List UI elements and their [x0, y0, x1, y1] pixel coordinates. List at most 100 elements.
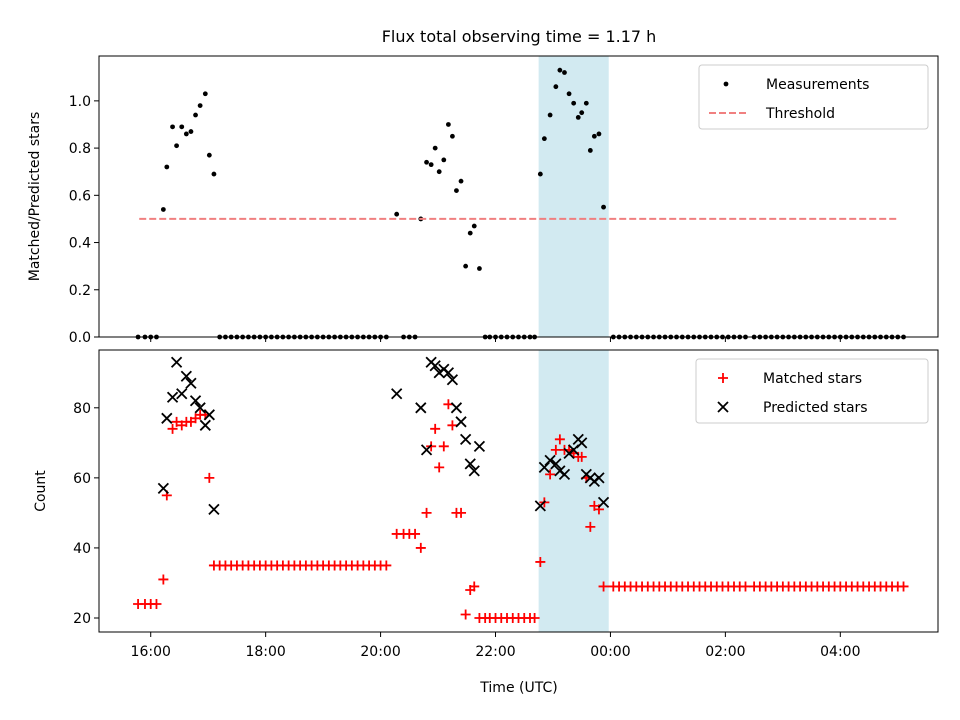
y-tick-label: 80	[73, 401, 91, 417]
measurement-point	[562, 70, 567, 75]
predicted-point	[455, 416, 467, 428]
predicted-point	[199, 419, 211, 431]
observing-window-band	[538, 56, 609, 337]
x-tick-label: 02:00	[705, 644, 745, 660]
matched-point	[585, 521, 596, 532]
measurement-point	[541, 136, 547, 142]
x-tick-label: 16:00	[131, 644, 171, 660]
matched-point	[167, 423, 178, 434]
legend: Measurements Threshold	[698, 64, 929, 130]
predicted-point	[450, 402, 463, 414]
matched-point	[535, 556, 546, 567]
measurement-point	[601, 204, 606, 210]
x-axis-label: Time (UTC)	[479, 680, 557, 696]
matched-point	[438, 441, 449, 452]
measurement-point	[183, 131, 189, 137]
predicted-point	[468, 465, 480, 477]
predicted-point	[550, 458, 562, 470]
predicted-point	[473, 440, 486, 452]
measurement-point	[553, 84, 559, 90]
matched-point	[158, 574, 169, 585]
measurement-point	[463, 263, 469, 269]
predicted-point	[189, 395, 202, 407]
measurement-point	[477, 266, 482, 271]
measurement-point	[537, 171, 543, 177]
predicted-point	[597, 496, 610, 509]
measurement-point	[394, 211, 400, 217]
legend-box	[695, 358, 929, 424]
matched-point	[410, 528, 421, 539]
measurement-point	[591, 133, 597, 139]
measurement-point	[428, 162, 434, 168]
y-tick-label: 60	[73, 471, 91, 487]
predicted-point	[544, 454, 556, 466]
x-tick-label: 20:00	[360, 644, 400, 660]
measurement-point	[587, 148, 593, 153]
legend-label: Threshold	[765, 106, 835, 122]
predicted-point	[391, 388, 403, 400]
measurement-point	[424, 159, 429, 165]
measurement-point	[454, 188, 459, 193]
observing-window-band	[538, 350, 609, 632]
predicted-point	[420, 444, 433, 456]
y-tick-label: 0.2	[69, 283, 91, 299]
matched-point	[554, 434, 565, 445]
matched-point	[545, 469, 556, 480]
series-predicted-stars	[157, 356, 610, 516]
predicted-point	[429, 360, 441, 372]
predicted-point	[161, 412, 173, 424]
measurement-point	[445, 122, 451, 127]
series-matched-stars	[133, 399, 909, 623]
predicted-point	[208, 503, 220, 516]
matched-point	[598, 581, 609, 592]
matched-point	[898, 581, 909, 592]
measurement-point	[188, 129, 194, 134]
plot-frame	[98, 349, 939, 633]
measurement-point	[450, 133, 455, 139]
measurement-point	[170, 124, 175, 130]
predicted-point	[166, 391, 179, 403]
measurement-point	[179, 124, 185, 130]
y-tick-label: 20	[73, 611, 91, 627]
x-tick-label: 04:00	[820, 644, 860, 660]
legend-box	[698, 64, 929, 130]
predicted-point	[576, 437, 588, 449]
measurement-point	[202, 91, 208, 97]
predicted-point	[180, 370, 192, 382]
measurement-point	[436, 169, 442, 175]
y-tick-label: 0.4	[69, 236, 91, 252]
measurement-point	[547, 112, 553, 118]
x-tick-label: 22:00	[475, 644, 515, 660]
y-axis-label: Matched/Predicted stars	[27, 112, 43, 282]
measurement-point	[160, 207, 166, 212]
measurement-point	[575, 114, 581, 120]
matched-point	[576, 451, 587, 462]
measurement-point	[579, 110, 585, 116]
predicted-point	[558, 468, 571, 480]
y-tick-label: 40	[73, 541, 91, 557]
y-tick-label: 0.8	[69, 141, 91, 157]
legend-marker	[717, 401, 729, 413]
matched-point	[460, 609, 471, 620]
predicted-point	[176, 388, 188, 400]
predicted-point	[446, 374, 459, 386]
predicted-point	[459, 433, 472, 445]
measurement-point	[566, 91, 572, 97]
legend: Matched stars Predicted stars	[695, 358, 929, 424]
legend-marker	[723, 81, 729, 87]
x-tick-label: 00:00	[590, 644, 630, 660]
matched-point	[529, 612, 540, 623]
y-tick-label: 1.0	[69, 94, 91, 110]
measurement-point	[458, 178, 464, 184]
predicted-point	[185, 377, 197, 389]
measurement-point	[441, 157, 447, 163]
predicted-point	[464, 458, 476, 470]
measurement-point	[557, 67, 563, 73]
measurement-point	[571, 100, 577, 106]
bottom-panel: 20 40 60 80 16:00 18:00 20:00 22:00 00:00 02:00 04…	[33, 349, 939, 660]
legend-label: Matched stars	[763, 371, 862, 387]
matched-point	[469, 581, 480, 592]
y-axis-label: Count	[33, 470, 49, 512]
predicted-point	[157, 482, 169, 495]
matched-point	[434, 462, 445, 473]
